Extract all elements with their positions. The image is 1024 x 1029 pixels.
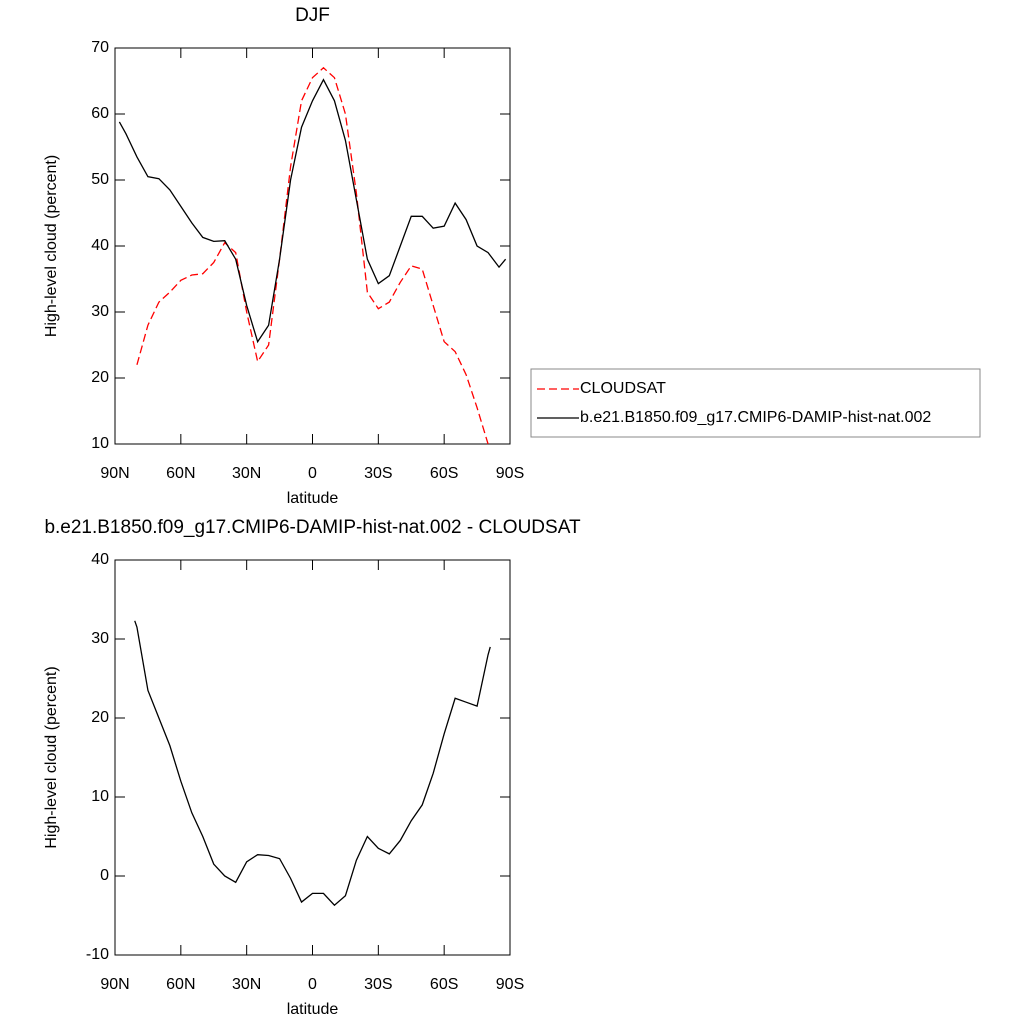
x-tick-label: 90N xyxy=(100,976,129,993)
x-tick-label: 30S xyxy=(364,465,392,482)
x-tick-label: 0 xyxy=(308,976,317,993)
chart-title: DJF xyxy=(295,5,330,26)
x-tick-label: 60N xyxy=(166,976,195,993)
x-axis-label: latitude xyxy=(287,1001,339,1018)
y-tick-label: 10 xyxy=(91,435,109,452)
y-tick-label: 0 xyxy=(100,867,109,884)
y-tick-label: 20 xyxy=(91,369,109,386)
y-tick-label: -10 xyxy=(86,946,109,963)
x-tick-label: 60N xyxy=(166,465,195,482)
x-tick-label: 0 xyxy=(308,465,317,482)
y-axis-label: High-level cloud (percent) xyxy=(43,155,60,337)
y-tick-label: 10 xyxy=(91,788,109,805)
legend-box xyxy=(530,368,981,438)
x-tick-label: 30S xyxy=(364,976,392,993)
x-tick-label: 60S xyxy=(430,465,458,482)
x-tick-label: 90S xyxy=(496,465,524,482)
data-line xyxy=(134,620,491,907)
x-tick-label: 90N xyxy=(100,465,129,482)
chart-title: b.e21.B1850.f09_g17.CMIP6-DAMIP-hist-nat… xyxy=(44,517,581,538)
legend-label: b.e21.B1850.f09_g17.CMIP6-DAMIP-hist-nat… xyxy=(580,409,931,426)
plot-frame xyxy=(114,47,511,445)
x-tick-label: 30N xyxy=(232,976,261,993)
y-axis-label: High-level cloud (percent) xyxy=(43,666,60,848)
y-tick-label: 20 xyxy=(91,709,109,726)
y-tick-label: 40 xyxy=(91,551,109,568)
x-tick-label: 90S xyxy=(496,976,524,993)
data-line xyxy=(136,66,489,445)
y-tick-label: 50 xyxy=(91,171,109,188)
y-tick-label: 70 xyxy=(91,39,109,56)
y-tick-label: 40 xyxy=(91,237,109,254)
data-line xyxy=(118,78,507,344)
x-tick-label: 60S xyxy=(430,976,458,993)
legend-label: CLOUDSAT xyxy=(580,380,666,397)
x-axis-label: latitude xyxy=(287,490,339,507)
y-tick-label: 30 xyxy=(91,630,109,647)
plot-frame xyxy=(114,559,511,956)
y-tick-label: 60 xyxy=(91,105,109,122)
x-tick-label: 30N xyxy=(232,465,261,482)
y-tick-label: 30 xyxy=(91,303,109,320)
